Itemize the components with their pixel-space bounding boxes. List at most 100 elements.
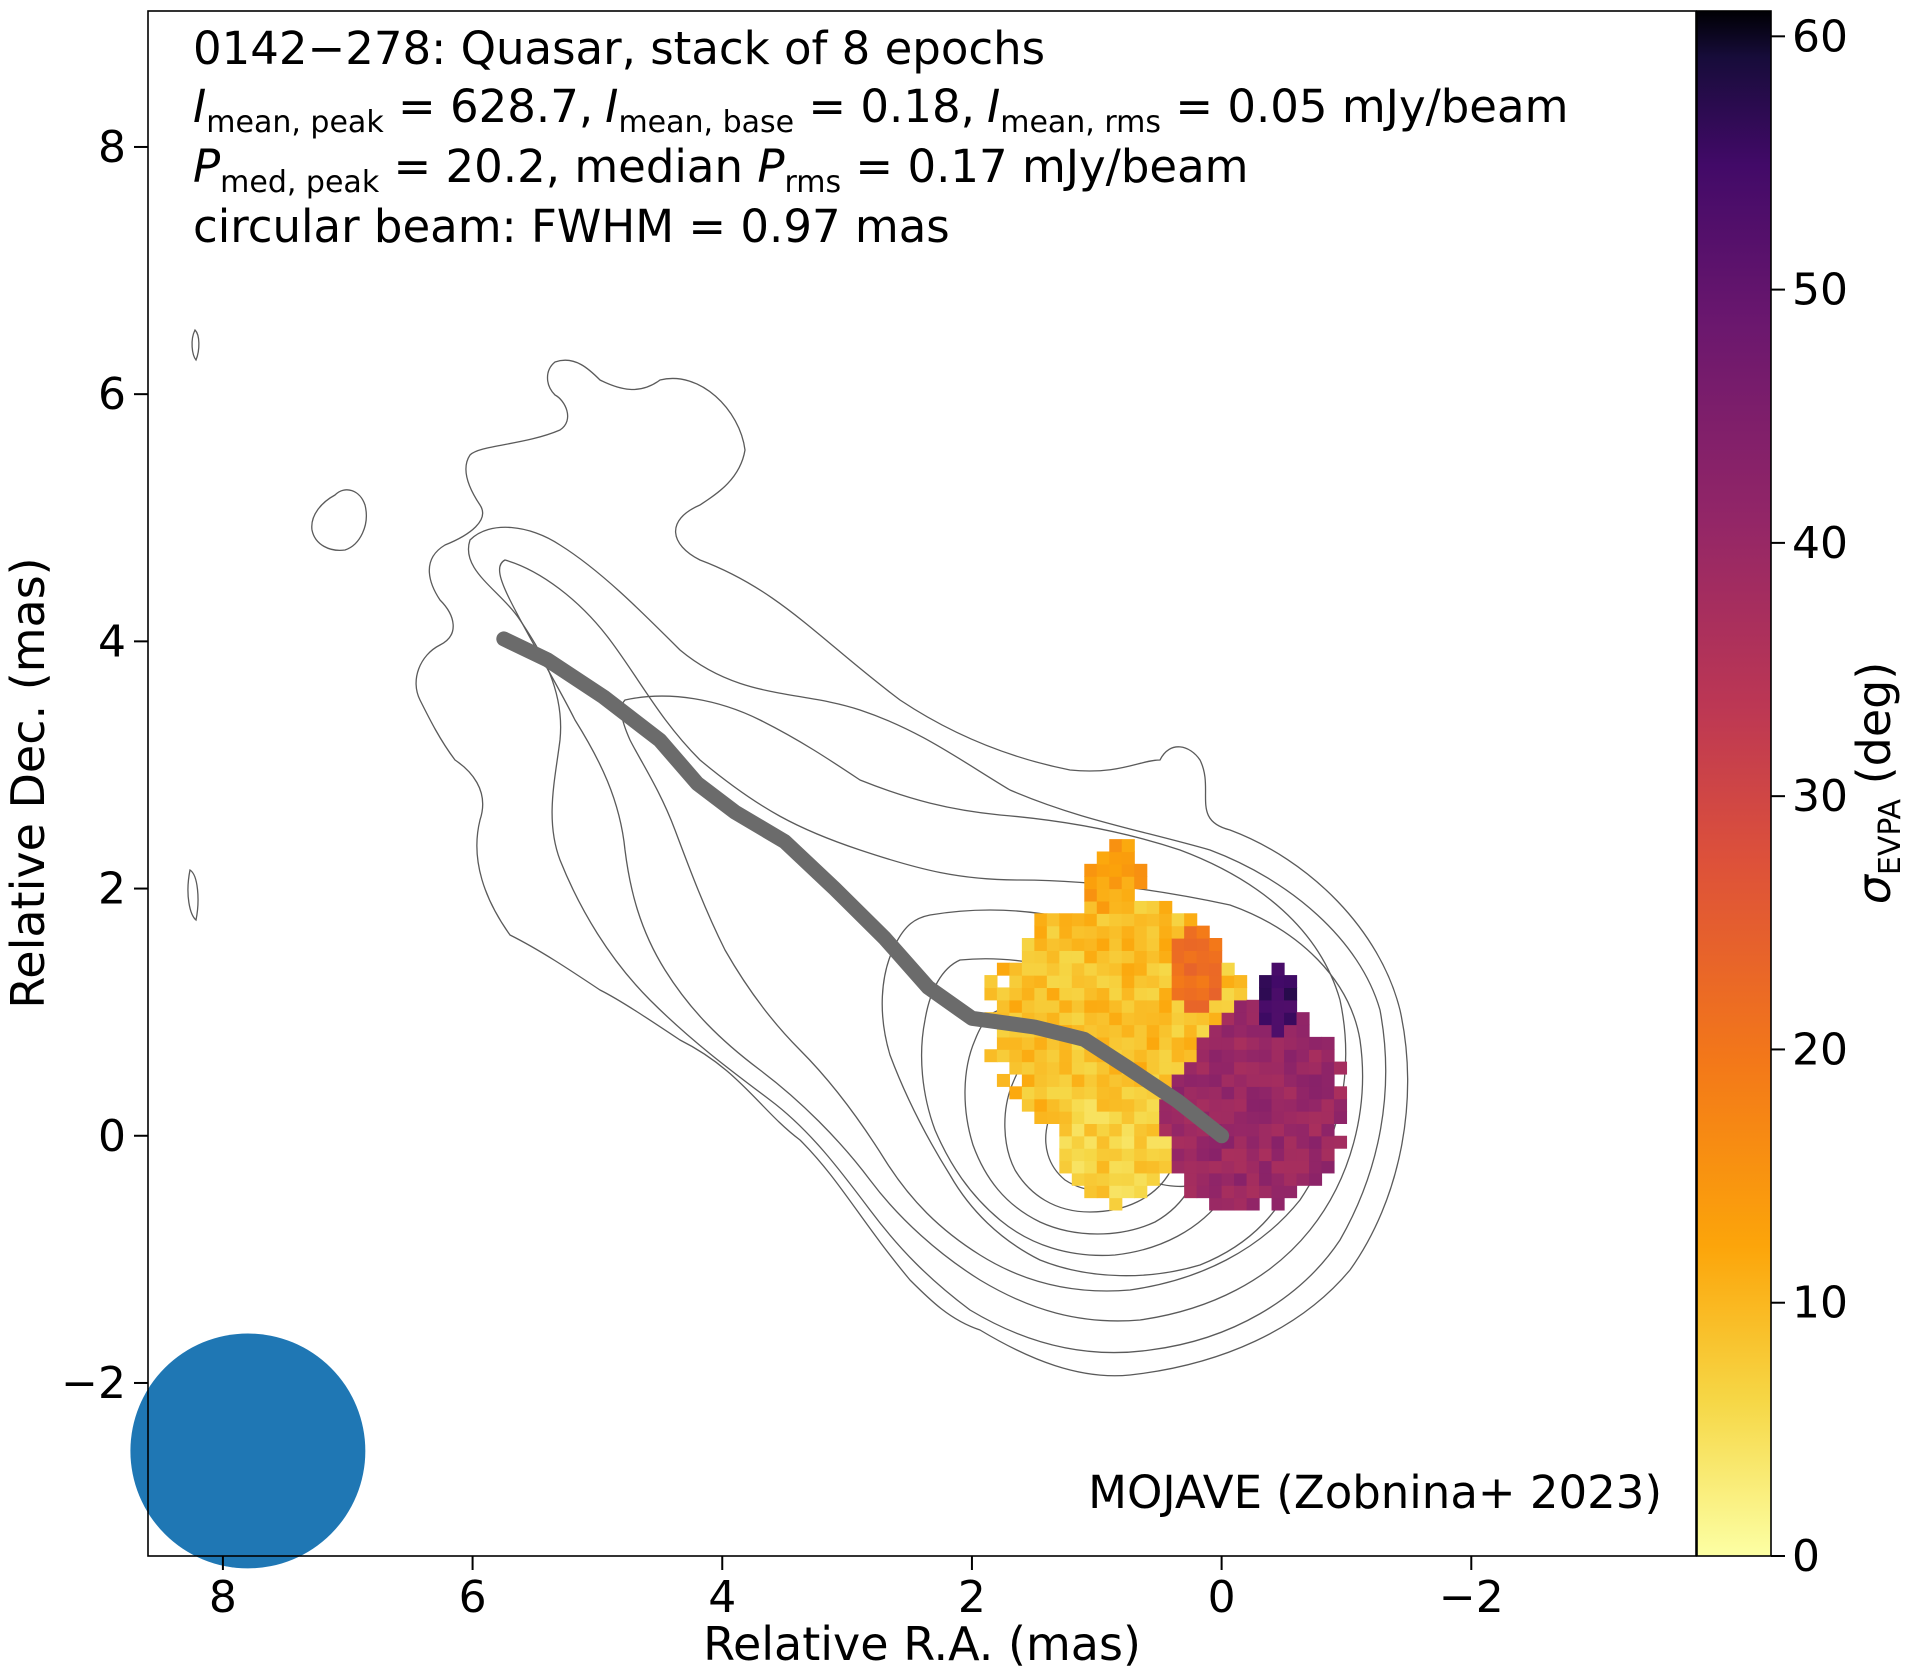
heatmap-cell <box>1021 1086 1035 1100</box>
heatmap-cell <box>1096 913 1110 927</box>
heatmap-cell <box>1234 1185 1248 1199</box>
heatmap-cell <box>1321 1135 1335 1149</box>
heatmap-cell <box>1284 1086 1298 1100</box>
heatmap-cell <box>1171 1123 1185 1137</box>
heatmap-cell <box>1096 876 1110 890</box>
heatmap-cell <box>1284 1012 1298 1026</box>
heatmap-cell <box>1284 1148 1298 1162</box>
heatmap-cell <box>1184 1036 1198 1050</box>
heatmap-cell <box>1071 999 1085 1013</box>
heatmap-cell <box>1321 1098 1335 1112</box>
heatmap-cell <box>1259 1012 1273 1026</box>
heatmap-cell <box>1221 1012 1235 1026</box>
heatmap-cell <box>1146 1024 1160 1038</box>
heatmap-cell <box>1209 962 1223 976</box>
heatmap-cell <box>1146 900 1160 914</box>
heatmap-cell <box>1159 1111 1173 1124</box>
colorbar-tick-label: 50 <box>1792 265 1848 316</box>
heatmap-cell <box>984 975 998 989</box>
heatmap-cell <box>1209 1036 1223 1050</box>
heatmap-cell <box>1096 1148 1110 1162</box>
heatmap-cell <box>1284 1073 1298 1087</box>
heatmap-cell <box>1096 999 1110 1013</box>
heatmap-cell <box>1084 913 1098 927</box>
heatmap-cell <box>1271 1135 1285 1149</box>
heatmap-cell <box>1259 1024 1273 1038</box>
heatmap-cell <box>1146 1061 1160 1075</box>
heatmap-cell <box>1196 1036 1210 1050</box>
heatmap-cell <box>1221 1024 1235 1038</box>
heatmap-cell <box>1209 1197 1223 1211</box>
heatmap-cell <box>1034 913 1048 927</box>
heatmap-cell <box>1221 999 1235 1013</box>
heatmap-cell <box>1259 1111 1273 1124</box>
heatmap-cell <box>1021 1073 1035 1087</box>
heatmap-cell <box>1096 950 1110 964</box>
heatmap-cell <box>1184 938 1198 951</box>
heatmap-cell <box>1096 1098 1110 1112</box>
heatmap-cell <box>1234 1197 1248 1211</box>
heatmap-cell <box>1321 1086 1335 1100</box>
colorbar-frame <box>1696 10 1772 1557</box>
heatmap-cell <box>1121 1036 1135 1050</box>
heatmap-cell <box>1084 888 1098 902</box>
heatmap-cell <box>1071 975 1085 989</box>
heatmap-cell <box>1309 1172 1323 1186</box>
heatmap-cell <box>1184 1135 1198 1149</box>
heatmap-cell <box>1146 1098 1160 1112</box>
heatmap-cell <box>1009 1036 1023 1050</box>
heatmap-cell <box>1171 925 1185 939</box>
heatmap-cell <box>1146 913 1160 927</box>
heatmap-cell <box>1084 1135 1098 1149</box>
heatmap-cell <box>1121 1098 1135 1112</box>
heatmap-cell <box>1209 1049 1223 1063</box>
heatmap-cell <box>1121 1148 1135 1162</box>
heatmap-cell <box>1059 913 1073 927</box>
x-tick-label: 2 <box>958 1572 986 1623</box>
heatmap-cell <box>1321 1049 1335 1063</box>
i-mean-base-value: = 0.18, <box>794 80 975 133</box>
heatmap-cell <box>996 1073 1010 1087</box>
heatmap-cell <box>1271 999 1285 1013</box>
heatmap-cell <box>1246 1135 1260 1149</box>
heatmap-cell <box>1309 1135 1323 1149</box>
x-tick-label: −2 <box>1439 1572 1504 1623</box>
heatmap-cell <box>1084 1073 1098 1087</box>
heatmap-cell <box>1134 1024 1148 1038</box>
heatmap-cell <box>1196 975 1210 989</box>
jet-ridge-line <box>496 631 1230 1144</box>
heatmap-cell <box>1196 1049 1210 1063</box>
heatmap-cell <box>1084 1012 1098 1026</box>
heatmap-cell <box>1121 999 1135 1013</box>
heatmap-cell <box>1121 1123 1135 1137</box>
heatmap-cell <box>1171 962 1185 976</box>
heatmap-cell <box>1246 1073 1260 1087</box>
heatmap-cell <box>1109 987 1123 1001</box>
heatmap-cell <box>1209 1086 1223 1100</box>
heatmap-cell <box>1271 1024 1285 1038</box>
heatmap-cell <box>1234 1148 1248 1162</box>
heatmap-cell <box>1159 950 1173 964</box>
heatmap-cell <box>1259 975 1273 989</box>
heatmap-cell <box>1234 1160 1248 1174</box>
heatmap-cell <box>1309 1148 1323 1162</box>
heatmap-cell <box>1234 1049 1248 1063</box>
heatmap-cell <box>1234 1012 1248 1026</box>
colorbar-label: σEVPA (deg) <box>1847 662 1905 905</box>
heatmap-cell <box>1146 1135 1160 1149</box>
heatmap-cell <box>1321 1148 1335 1162</box>
annotation-block: 0142−278: Quasar, stack of 8 epochs Imea… <box>193 22 1568 253</box>
heatmap-cell <box>1059 1061 1073 1075</box>
heatmap-cell <box>1309 1061 1323 1075</box>
heatmap-cell <box>1234 1073 1248 1087</box>
contour-blob-3 <box>187 868 199 922</box>
heatmap-cell <box>1271 1049 1285 1063</box>
x-tick-label: 0 <box>1208 1572 1236 1623</box>
heatmap-cell <box>1009 987 1023 1001</box>
heatmap-cell <box>1084 1123 1098 1137</box>
heatmap-cell <box>1096 851 1110 865</box>
x-axis-title: Relative R.A. (mas) <box>703 1617 1141 1671</box>
heatmap-cell <box>1146 925 1160 939</box>
heatmap-cell <box>1221 987 1235 1001</box>
heatmap-cell <box>1271 1123 1285 1137</box>
